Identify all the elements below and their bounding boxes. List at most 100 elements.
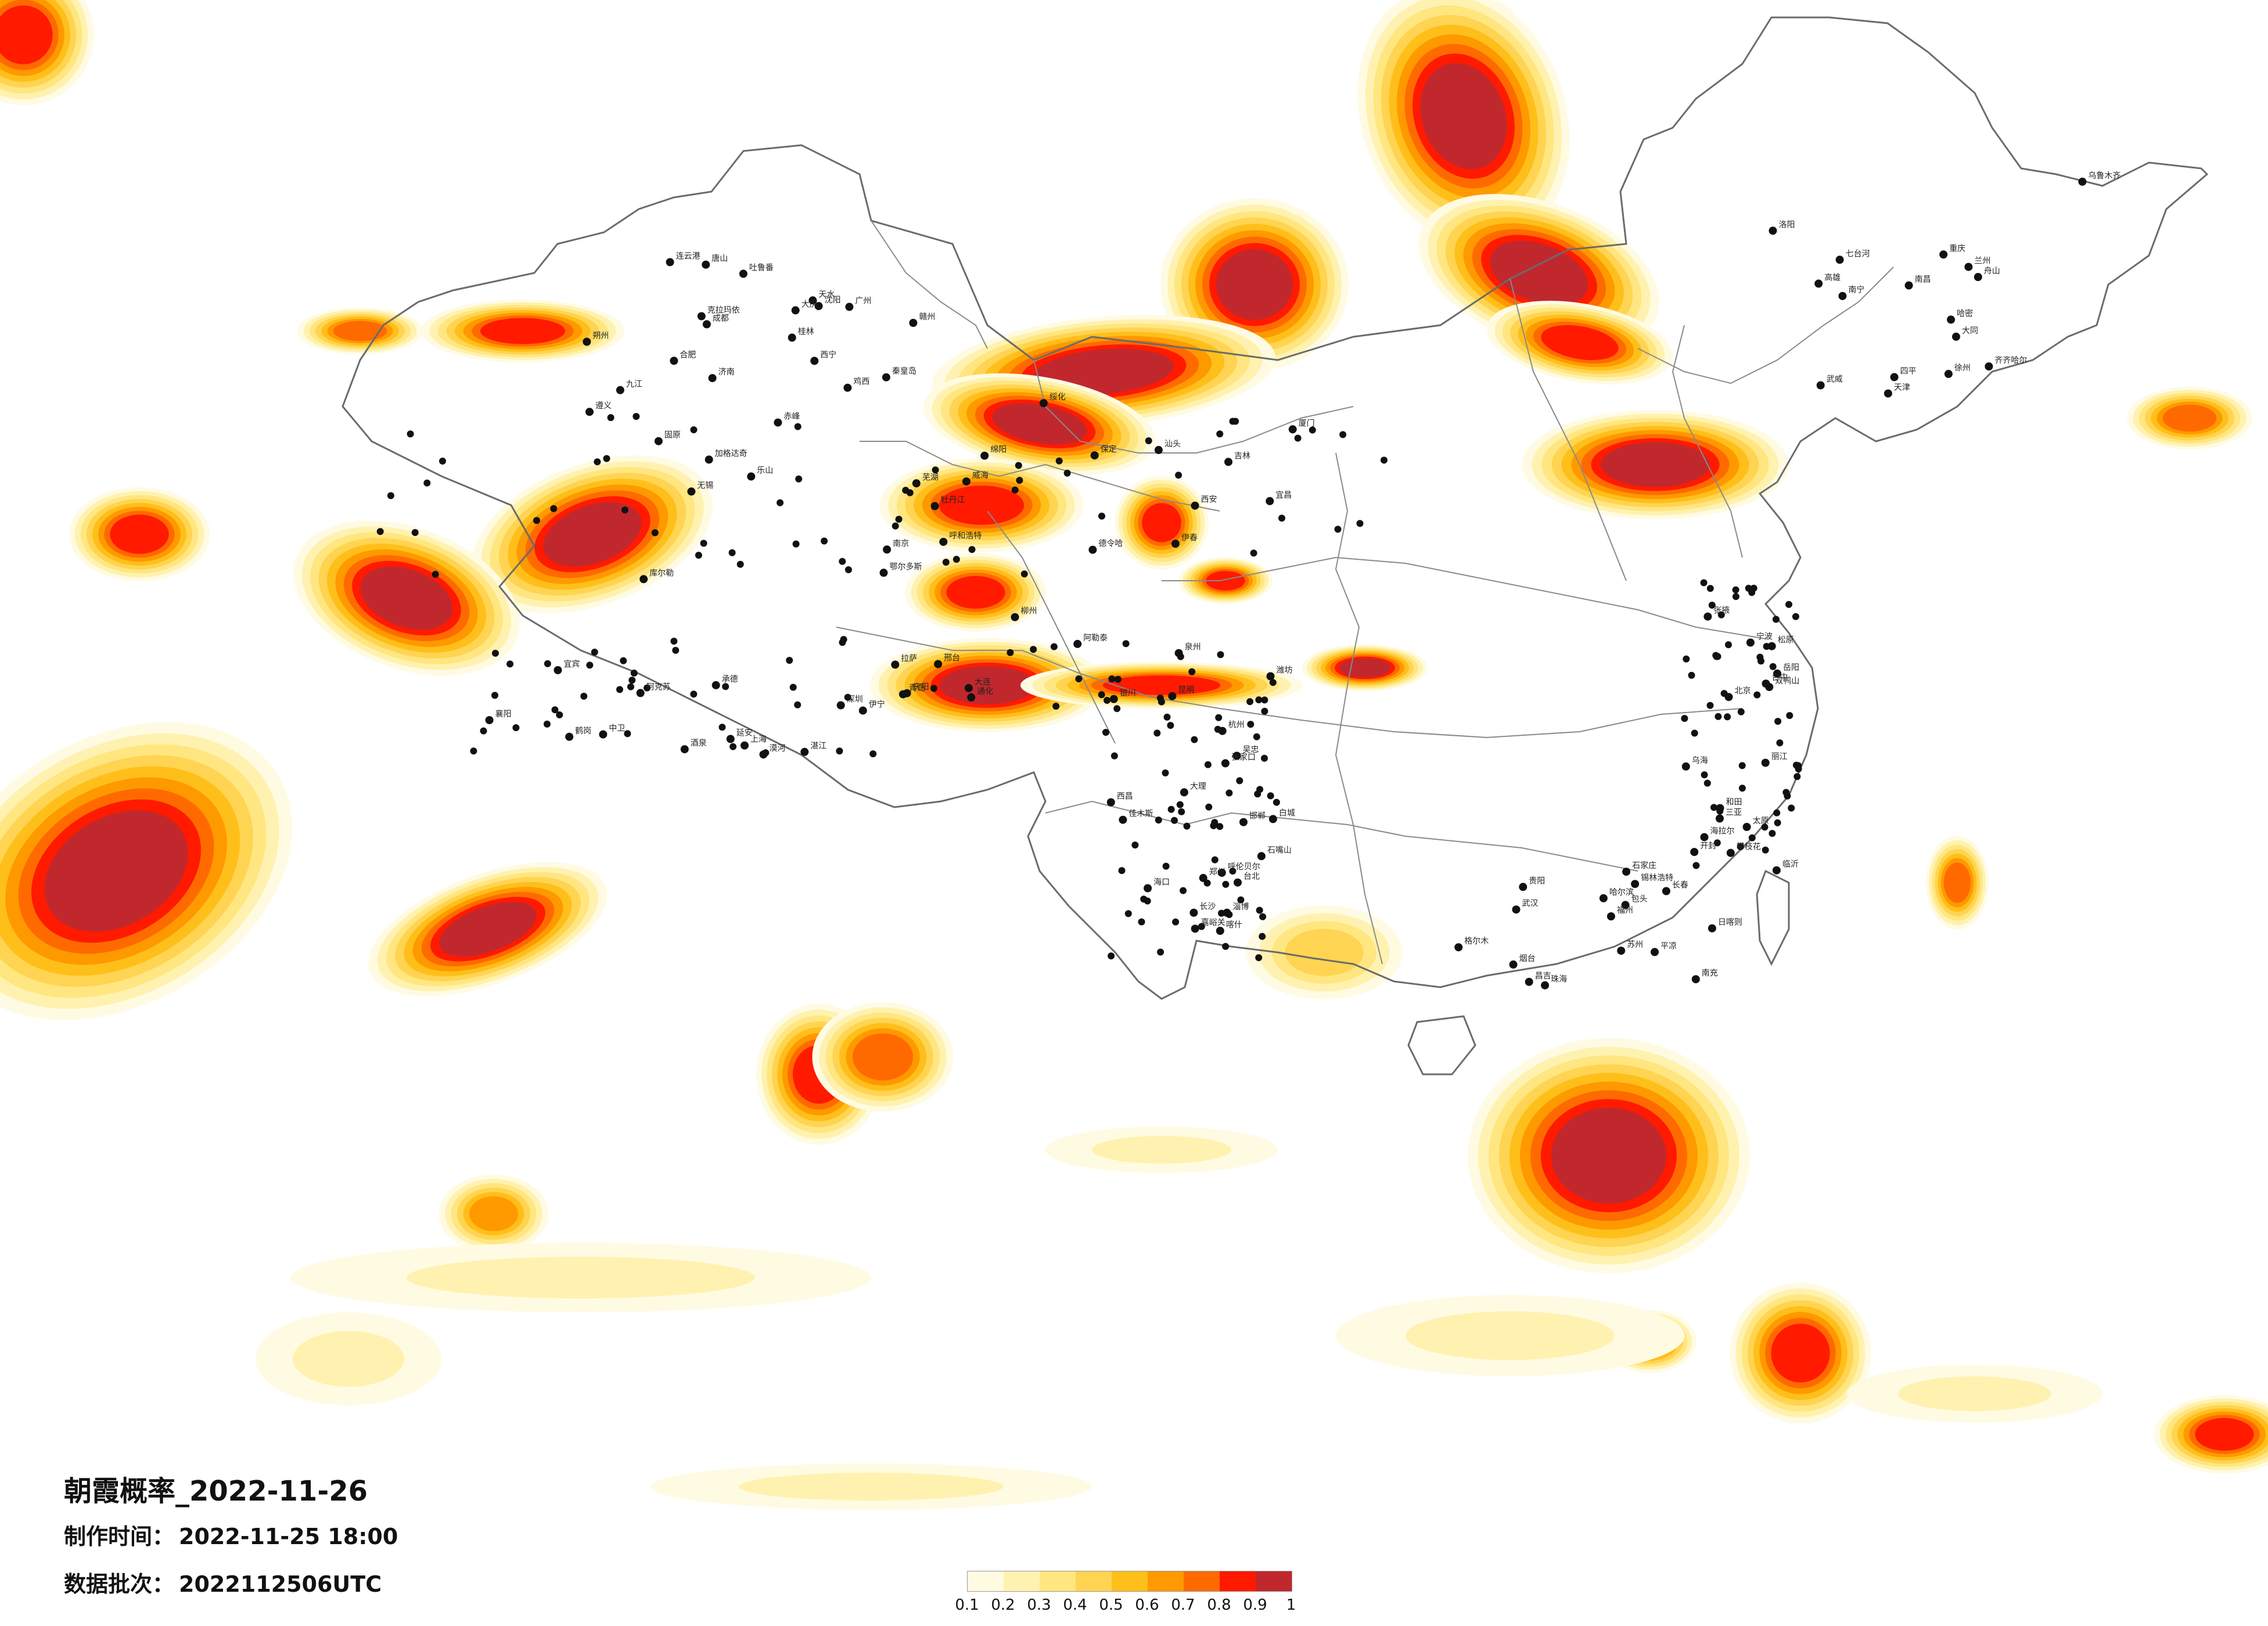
city-dot (789, 684, 797, 691)
city-dot (810, 357, 819, 365)
city-dot (1599, 894, 1608, 902)
city-dot (1217, 651, 1224, 659)
city-label: 延安 (736, 729, 753, 738)
city-dot (533, 517, 540, 524)
city-dot (1157, 948, 1164, 956)
city-dot (1732, 586, 1739, 593)
city-dot (903, 689, 911, 697)
city-label: 徐州 (1954, 364, 1971, 373)
city-dot (1268, 815, 1277, 823)
city-label: 临沂 (1782, 860, 1799, 869)
city-label: 唐山 (711, 254, 728, 264)
city-label: 三亚 (1726, 808, 1742, 818)
city-dot (705, 455, 713, 464)
heat-contour (333, 321, 387, 341)
legend-swatch (1112, 1571, 1148, 1591)
city-dot (747, 472, 756, 481)
city-dot (1793, 773, 1801, 780)
city-dot (814, 302, 823, 310)
city-dot (1016, 477, 1023, 484)
legend-swatch (1076, 1571, 1112, 1591)
city-dot (967, 693, 976, 702)
city-label: 拉萨 (901, 654, 917, 664)
city-dot (839, 557, 846, 565)
city-dot (1713, 839, 1721, 847)
city-dot (666, 258, 674, 267)
city-dot (1683, 655, 1690, 663)
city-label: 西昌 (1117, 792, 1133, 801)
city-dot (1224, 458, 1232, 466)
city-dot (695, 552, 702, 559)
city-dot (553, 666, 562, 674)
city-dot (1098, 691, 1105, 699)
city-label: 海口 (1153, 878, 1170, 887)
city-dot (1102, 729, 1109, 736)
city-dot (1763, 643, 1770, 650)
city-label: 酒泉 (691, 738, 707, 748)
city-dot (741, 741, 749, 750)
city-label: 吐鲁番 (749, 263, 774, 272)
city-dot (1050, 643, 1058, 650)
city-dot (1253, 733, 1260, 740)
city-dot (1792, 613, 1799, 620)
legend-tick: 0.6 (1135, 1596, 1159, 1614)
city-dot (1884, 389, 1892, 398)
city-dot (1757, 657, 1764, 665)
city-dot (895, 516, 903, 523)
city-label: 格尔木 (1464, 937, 1489, 946)
city-label: 芜湖 (922, 472, 939, 482)
production-time-line: 制作时间： 2022-11-25 18:00 (64, 1519, 398, 1551)
city-label: 海拉尔 (1710, 827, 1735, 836)
city-dot (697, 312, 706, 321)
city-dot (1138, 918, 1145, 926)
city-dot (1795, 762, 1802, 769)
city-label: 太原 (1753, 816, 1769, 826)
taiwan-outline (1756, 869, 1790, 966)
city-dot (1155, 816, 1162, 824)
city-label: 大连 (975, 678, 991, 687)
city-dot (909, 319, 918, 327)
province-border-line (1162, 556, 1766, 639)
city-dot (1762, 679, 1770, 688)
city-dot (1257, 852, 1266, 861)
city-dot (1716, 814, 1724, 823)
city-label: 牡丹江 (941, 496, 965, 505)
heat-contour (1142, 503, 1181, 542)
city-dot (702, 320, 711, 329)
heat-contour (1898, 1376, 2051, 1411)
city-dot (1703, 779, 1711, 787)
heat-contour (110, 515, 169, 554)
city-dot (1167, 805, 1175, 813)
city-dot (1145, 437, 1152, 444)
city-label: 泉州 (1185, 642, 1201, 652)
city-dot (1222, 880, 1230, 888)
city-label: 天水 (818, 290, 835, 299)
province-border-line (1637, 267, 1894, 384)
city-dot (1786, 712, 1793, 720)
city-dot (980, 451, 989, 460)
legend-tick: 0.3 (1027, 1596, 1051, 1614)
city-dot (1144, 884, 1152, 893)
city-dot (670, 357, 678, 365)
heat-contour (439, 901, 537, 957)
city-dot (1020, 570, 1028, 578)
city-dot (729, 743, 737, 750)
city-label: 中卫 (609, 724, 625, 733)
city-dot (1952, 332, 1960, 341)
province-border-line (871, 220, 988, 349)
city-dot (1188, 668, 1196, 675)
city-dot (1816, 381, 1825, 390)
city-dot (1239, 818, 1248, 826)
city-dot (1216, 926, 1224, 935)
city-label: 苏州 (1627, 940, 1643, 949)
city-dot (1236, 777, 1243, 785)
city-dot (1651, 948, 1659, 956)
city-dot (1334, 526, 1342, 533)
city-label: 南京 (893, 539, 909, 548)
city-dot (1007, 649, 1014, 656)
heat-contour (1601, 442, 1710, 487)
city-dot (1015, 462, 1022, 469)
city-dot (1255, 696, 1263, 704)
city-dot (583, 337, 591, 346)
